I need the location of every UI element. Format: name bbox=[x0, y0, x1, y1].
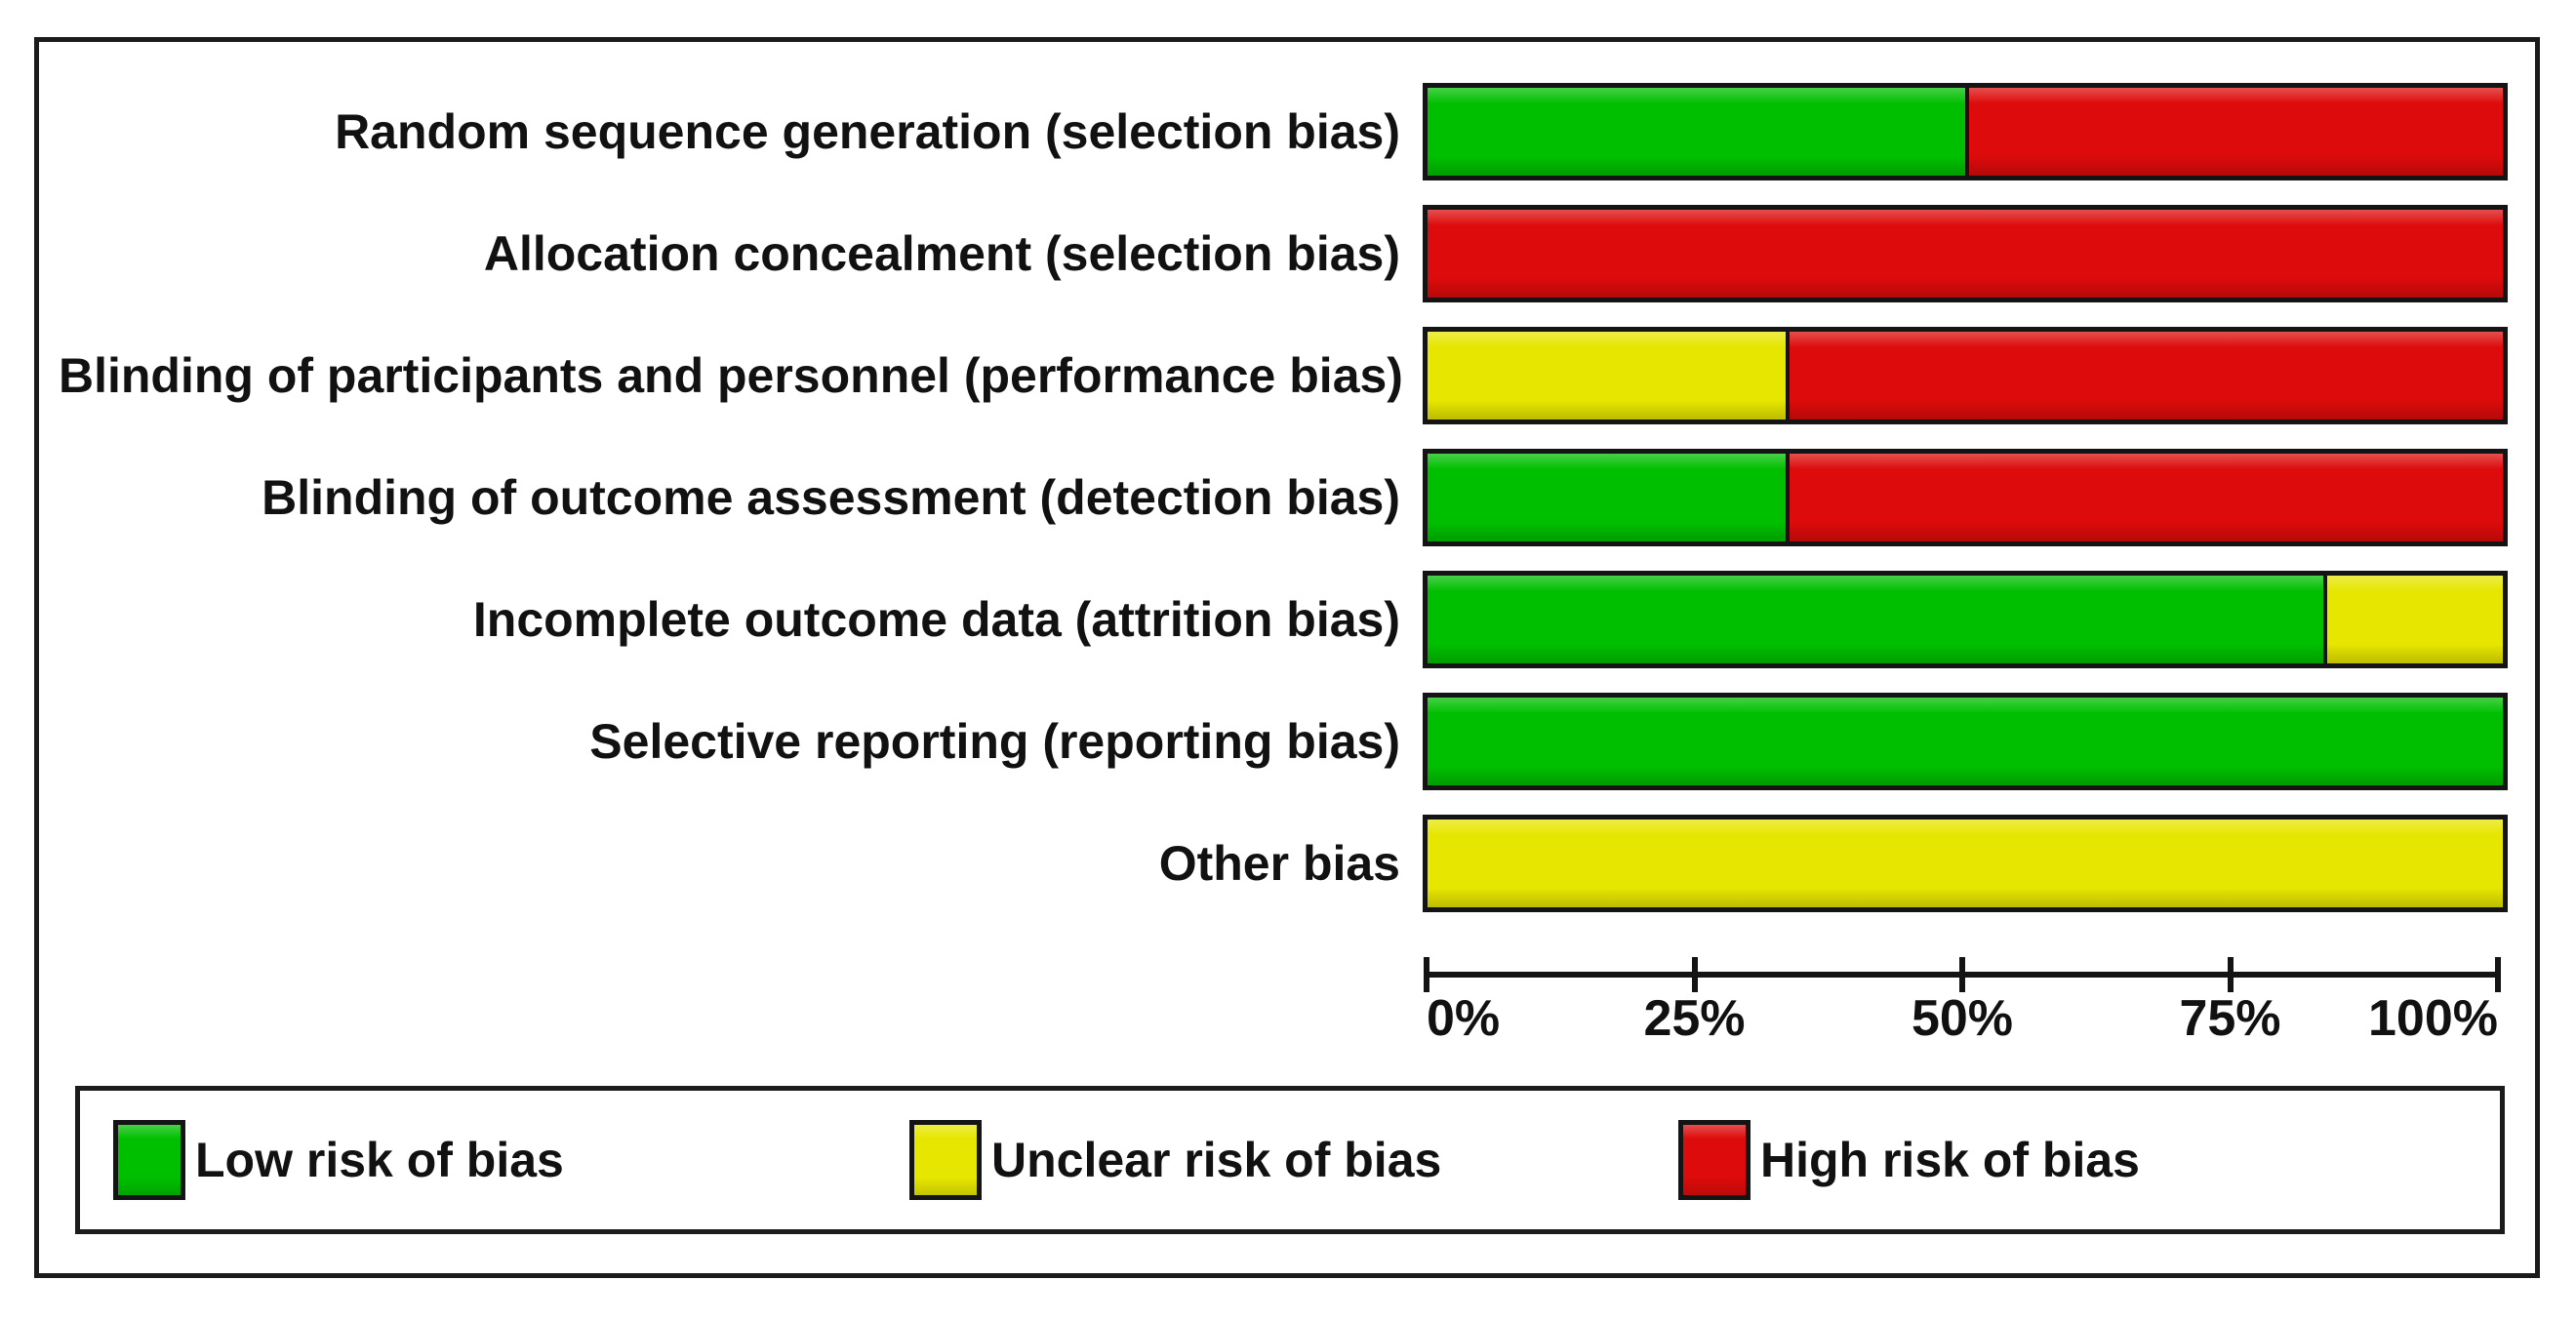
stacked-bar bbox=[1423, 693, 2508, 790]
stacked-bar bbox=[1423, 571, 2508, 668]
bar-row: Random sequence generation (selection bi… bbox=[0, 83, 2576, 180]
bar-row: Incomplete outcome data (attrition bias) bbox=[0, 571, 2576, 668]
x-axis-tick bbox=[2227, 957, 2234, 992]
bar-row: Selective reporting (reporting bias) bbox=[0, 693, 2576, 790]
row-label-blinding-of-outcome-assessment-detection-bias: Blinding of outcome assessment (detectio… bbox=[262, 470, 1400, 525]
x-axis-tick-label: 25% bbox=[1643, 990, 1746, 1047]
row-label-allocation-concealment-selection-bias: Allocation concealment (selection bias) bbox=[483, 226, 1400, 281]
x-axis-tick bbox=[1691, 957, 1698, 992]
legend-entry-unclear-risk-of-bias: Unclear risk of bias bbox=[909, 1120, 1441, 1200]
bar-row: Blinding of participants and personnel (… bbox=[0, 327, 2576, 424]
bar-segment-high-risk-of-bias bbox=[1428, 210, 2503, 298]
bar-segment-unclear-risk-of-bias bbox=[2322, 576, 2503, 663]
legend-swatch-high-risk-of-bias bbox=[1678, 1120, 1751, 1200]
legend-label: Low risk of bias bbox=[195, 1133, 564, 1187]
bar-segment-unclear-risk-of-bias bbox=[1428, 820, 2503, 907]
x-axis-tick-label: 100% bbox=[2368, 990, 2498, 1047]
x-axis-tick-label: 0% bbox=[1427, 990, 1501, 1047]
legend-swatch-unclear-risk-of-bias bbox=[909, 1120, 982, 1200]
row-label-incomplete-outcome-data-attrition-bias: Incomplete outcome data (attrition bias) bbox=[472, 592, 1400, 647]
legend-entry-low-risk-of-bias: Low risk of bias bbox=[113, 1120, 564, 1200]
row-label-other-bias: Other bias bbox=[1158, 836, 1400, 891]
bar-row: Other bias bbox=[0, 815, 2576, 912]
row-label-random-sequence-generation-selection-bias: Random sequence generation (selection bi… bbox=[335, 104, 1400, 159]
bar-segment-high-risk-of-bias bbox=[1965, 88, 2503, 176]
row-label-selective-reporting-reporting-bias: Selective reporting (reporting bias) bbox=[589, 714, 1400, 769]
row-label-blinding-of-participants-and-personnel-performance-bias: Blinding of participants and personnel (… bbox=[59, 348, 1403, 403]
x-axis bbox=[1424, 957, 2501, 992]
x-axis-tick bbox=[2495, 957, 2501, 992]
x-axis-tick-label: 50% bbox=[1911, 990, 2014, 1047]
bar-segment-high-risk-of-bias bbox=[1785, 332, 2503, 420]
x-axis-tick bbox=[1959, 957, 1965, 992]
legend: Low risk of bias Unclear risk of bias High… bbox=[75, 1086, 2505, 1234]
bar-segment-low-risk-of-bias bbox=[1428, 454, 1786, 541]
stacked-bar bbox=[1423, 815, 2508, 912]
bar-segment-unclear-risk-of-bias bbox=[1428, 332, 1786, 420]
legend-swatch-low-risk-of-bias bbox=[113, 1120, 185, 1200]
stacked-bar bbox=[1423, 327, 2508, 424]
bar-row: Blinding of outcome assessment (detectio… bbox=[0, 449, 2576, 546]
stacked-bar bbox=[1423, 205, 2508, 302]
x-axis-tick-label: 75% bbox=[2179, 990, 2281, 1047]
bar-segment-high-risk-of-bias bbox=[1785, 454, 2503, 541]
bar-segment-low-risk-of-bias bbox=[1428, 88, 1965, 176]
bar-rows: Random sequence generation (selection bi… bbox=[0, 83, 2576, 937]
legend-label: Unclear risk of bias bbox=[991, 1133, 1442, 1187]
bar-segment-low-risk-of-bias bbox=[1428, 576, 2323, 663]
bar-segment-low-risk-of-bias bbox=[1428, 698, 2503, 785]
x-axis-tick-labels: 0% 25% 50% 75% 100% bbox=[1427, 989, 2498, 1058]
bar-row: Allocation concealment (selection bias) bbox=[0, 205, 2576, 302]
x-axis-tick bbox=[1424, 957, 1429, 992]
legend-label: High risk of bias bbox=[1760, 1133, 2140, 1187]
stacked-bar bbox=[1423, 449, 2508, 546]
legend-entry-high-risk-of-bias: High risk of bias bbox=[1678, 1120, 2140, 1200]
stacked-bar bbox=[1423, 83, 2508, 180]
